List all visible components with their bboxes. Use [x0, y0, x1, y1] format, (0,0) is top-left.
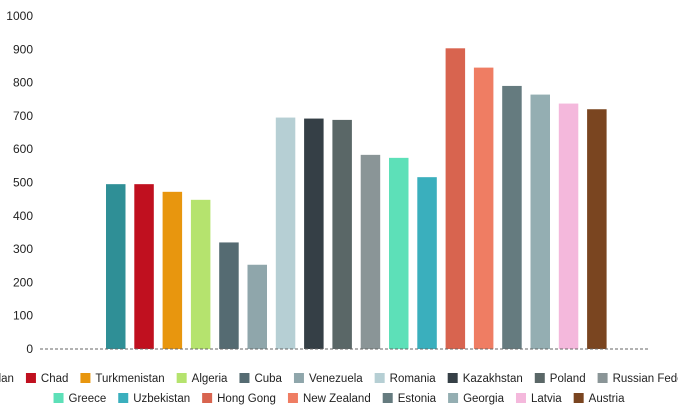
- bar-romania: [275, 117, 296, 349]
- legend-label: Romania: [390, 373, 437, 385]
- legend-item: Turkmenistan: [80, 373, 165, 385]
- legend-label: Chad: [41, 373, 69, 385]
- y-tick-label: 800: [13, 76, 33, 90]
- legend-swatch: [293, 373, 304, 383]
- bar-poland: [332, 119, 352, 350]
- legend-item: Venezuela: [293, 373, 363, 385]
- bar-chad: [134, 184, 154, 349]
- y-tick-label: 100: [13, 309, 33, 323]
- legend-swatch: [447, 373, 458, 383]
- bar-kazakhstan: [304, 118, 324, 350]
- y-tick-label: 400: [13, 209, 33, 223]
- bar-hong-gong: [445, 48, 466, 350]
- legend-item: Russian Federation: [597, 373, 678, 385]
- legend-label: Hong Gong: [217, 393, 276, 405]
- bar-austria: [587, 109, 607, 350]
- bar-turkmenistan: [162, 191, 183, 349]
- legend-item: Austria: [573, 393, 625, 405]
- legend-swatch: [448, 393, 459, 403]
- y-tick-label: 500: [13, 176, 33, 190]
- y-tick-label: 0: [26, 342, 33, 356]
- legend-swatch: [176, 373, 187, 383]
- bar-greece: [389, 157, 409, 349]
- legend-swatch: [53, 393, 64, 403]
- legend-item: Poland: [534, 373, 586, 385]
- legend-item: New Zealand: [287, 393, 371, 405]
- legend-label: Cuba: [254, 373, 282, 385]
- bar-sudan: [106, 184, 126, 349]
- legend-label: New Zealand: [303, 393, 371, 405]
- legend-swatch: [573, 393, 584, 403]
- legend-item: Romania: [374, 373, 437, 385]
- legend-item: Cuba: [239, 373, 283, 385]
- legend-label: Russian Federation: [613, 373, 678, 385]
- legend-swatch: [382, 393, 393, 403]
- legend-item: Algeria: [176, 373, 228, 385]
- legend-swatch: [239, 373, 250, 383]
- y-axis: 0 100 200 300 400 500 600 700 800 900 1000: [6, 9, 33, 356]
- bar-venezuela: [247, 264, 267, 349]
- legend-swatch: [287, 393, 298, 403]
- legend-label: Georgia: [463, 393, 505, 405]
- legend-label: Venezuela: [309, 373, 363, 385]
- y-tick-label: 1000: [6, 9, 33, 23]
- legend-label: Turkmenistan: [95, 373, 164, 385]
- bar-cuba: [219, 242, 239, 349]
- legend-label: Austria: [589, 393, 625, 405]
- legend-swatch: [25, 373, 36, 383]
- legend-label: Algeria: [192, 373, 228, 385]
- y-tick-label: 900: [13, 42, 33, 56]
- y-tick-label: 700: [13, 109, 33, 123]
- bar-latvia: [558, 103, 579, 349]
- legend-item: Greece: [53, 393, 107, 405]
- legend-item: Sudan: [0, 373, 14, 385]
- bars: [106, 48, 607, 350]
- legend-swatch: [374, 373, 385, 383]
- legend-item: Chad: [25, 373, 69, 385]
- bar-algeria: [190, 199, 211, 349]
- legend-label: Greece: [69, 393, 107, 405]
- bar-estonia: [502, 85, 522, 350]
- legend-label: Sudan: [0, 373, 14, 385]
- legend: Sudan Chad Turkmenistan Algeria Cuba Venezuel…: [0, 373, 678, 405]
- legend-swatch: [515, 393, 526, 403]
- bar-georgia: [530, 94, 550, 349]
- legend-label: Estonia: [398, 393, 437, 405]
- legend-item: Georgia: [448, 393, 505, 405]
- legend-swatch: [534, 373, 545, 383]
- bar-russian-federation: [360, 154, 381, 349]
- y-tick-label: 200: [13, 275, 33, 289]
- legend-label: Latvia: [531, 393, 562, 405]
- legend-item: Uzbekistan: [118, 393, 190, 405]
- bar-new-zealand: [473, 67, 494, 350]
- legend-swatch: [597, 373, 608, 383]
- y-tick-label: 300: [13, 242, 33, 256]
- legend-item: Hong Gong: [202, 393, 276, 405]
- legend-swatch: [202, 393, 213, 403]
- legend-item: Latvia: [515, 393, 562, 405]
- legend-swatch: [80, 373, 91, 383]
- bar-uzbekistan: [417, 177, 437, 349]
- legend-item: Estonia: [382, 393, 437, 405]
- legend-label: Uzbekistan: [133, 393, 190, 405]
- legend-item: Kazakhstan: [447, 373, 523, 385]
- y-tick-label: 600: [13, 142, 33, 156]
- legend-label: Kazakhstan: [463, 373, 523, 385]
- legend-label: Poland: [550, 373, 586, 385]
- legend-swatch: [118, 393, 129, 403]
